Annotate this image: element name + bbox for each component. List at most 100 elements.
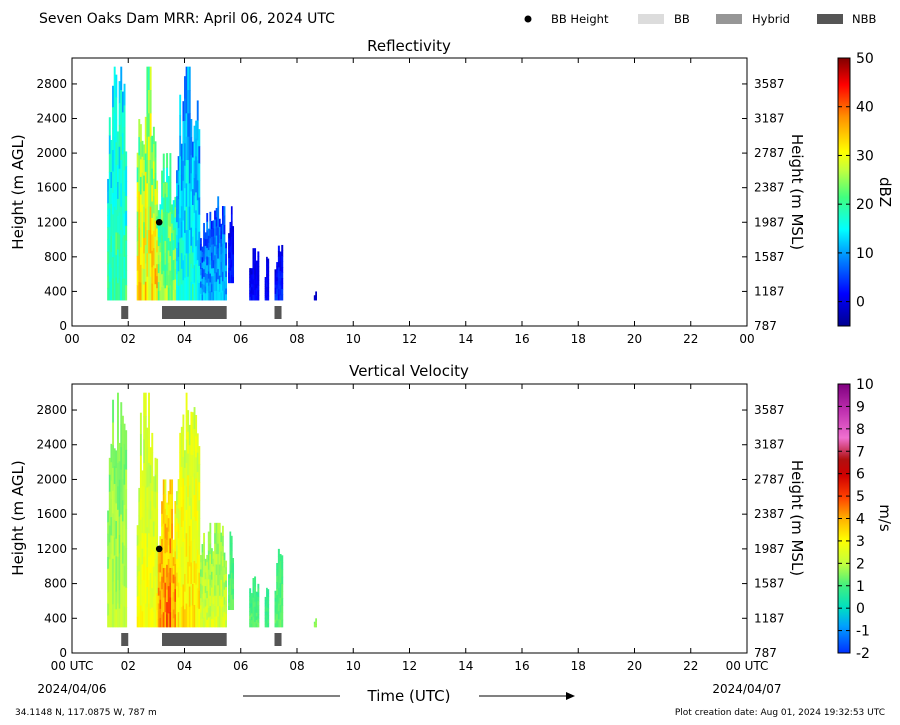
heatmap-cell (230, 229, 233, 238)
legend-bb-height-marker (524, 15, 532, 23)
heatmap-cell (204, 579, 207, 587)
heatmap-cell (115, 97, 118, 121)
heatmap-cell (146, 276, 149, 301)
heatmap-cell (198, 482, 201, 501)
heatmap-cell (169, 255, 172, 272)
heatmap-cell (110, 590, 113, 610)
heatmap-cell (313, 298, 316, 300)
heatmap-cell (159, 290, 162, 301)
heatmap-cell (209, 229, 212, 239)
heatmap-cell (218, 533, 221, 545)
heatmap-cell (264, 599, 267, 604)
heatmap-cell (279, 290, 282, 296)
heatmap-cell (171, 582, 174, 598)
heatmap-cell (123, 105, 126, 128)
heatmap-cell (206, 256, 209, 266)
y-right-tick-label: 1187 (754, 611, 785, 625)
heatmap-cell (143, 160, 146, 176)
heatmap-cell (143, 175, 146, 192)
heatmap-cell (276, 594, 279, 602)
heatmap-cell (148, 462, 150, 487)
x-tick-label: 16 (514, 332, 529, 346)
heatmap-cell (149, 591, 152, 610)
heatmap-cell (121, 521, 124, 543)
heatmap-cell (190, 433, 193, 456)
bright-band-bar (162, 633, 227, 646)
heatmap-cell (164, 494, 167, 510)
heatmap-cell (281, 605, 284, 614)
heatmap-cell (274, 616, 277, 621)
heatmap-cell (207, 228, 210, 237)
heatmap-cell (139, 519, 142, 542)
heatmap-cell (108, 508, 111, 526)
heatmap-cell (184, 485, 186, 504)
heatmap-cell (112, 107, 115, 130)
heatmap-cell (156, 610, 159, 628)
heatmap-cell (192, 173, 194, 190)
heatmap-cell (215, 226, 218, 236)
heatmap-cell (228, 595, 230, 600)
heatmap-cell (281, 250, 284, 257)
heatmap-cell (166, 614, 169, 628)
heatmap-cell (229, 221, 232, 229)
heatmap-cell (218, 606, 221, 617)
heatmap-cell (277, 587, 280, 597)
heatmap-cell (267, 271, 270, 276)
heatmap-cell (113, 206, 116, 231)
heatmap-cell (148, 66, 150, 91)
heatmap-cell (249, 592, 252, 597)
heatmap-cell (279, 256, 282, 262)
heatmap-cell (229, 539, 232, 548)
heatmap-cell (264, 277, 267, 280)
heatmap-cell (203, 579, 205, 590)
heatmap-cell (164, 567, 167, 584)
heatmap-cell (187, 183, 190, 208)
heatmap-cell (230, 252, 233, 261)
heatmap-cell (120, 183, 123, 208)
heatmap-cell (117, 131, 119, 149)
heatmap-cell (164, 240, 167, 254)
heatmap-cell (110, 535, 113, 555)
heatmap-cell (112, 558, 115, 582)
heatmap-cell (221, 525, 224, 537)
heatmap-cell (221, 596, 224, 608)
heatmap-cell (257, 266, 260, 272)
heatmap-cell (193, 539, 196, 562)
heatmap-cell (199, 250, 202, 258)
heatmap-cell (313, 297, 316, 299)
heatmap-cell (138, 571, 141, 586)
heatmap-cell (217, 227, 220, 239)
heatmap-cell (125, 587, 128, 608)
heatmap-cell (141, 220, 144, 237)
heatmap-cell (313, 623, 316, 625)
heatmap-cell (118, 212, 121, 235)
heatmap-cell (112, 85, 115, 108)
heatmap-cell (146, 113, 149, 138)
heatmap-cell (166, 502, 169, 516)
heatmap-cell (192, 584, 194, 606)
heatmap-cell (249, 271, 252, 275)
heatmap-cell (193, 604, 196, 628)
heatmap-cell (281, 289, 284, 295)
velocity-frame (71, 383, 748, 654)
heatmap-cell (149, 501, 152, 520)
heatmap-cell (152, 161, 155, 180)
heatmap-cell (121, 91, 124, 113)
heatmap-cell (201, 284, 204, 290)
heatmap-cell (141, 172, 144, 189)
heatmap-cell (112, 399, 115, 423)
heatmap-cell (277, 283, 280, 290)
heatmap-cell (139, 247, 142, 266)
heatmap-cell (313, 623, 316, 625)
heatmap-cell (139, 264, 142, 283)
heatmap-cell (152, 230, 155, 249)
reflectivity-ylabel-right: Height (m MSL) (788, 134, 806, 250)
heatmap-cell (188, 230, 191, 254)
heatmap-cell (185, 392, 188, 417)
heatmap-cell (207, 541, 210, 552)
heatmap-cell (230, 535, 233, 544)
heatmap-cell (315, 621, 317, 624)
heatmap-cell (207, 588, 210, 599)
heatmap-cell (199, 591, 202, 599)
heatmap-cell (277, 294, 280, 301)
